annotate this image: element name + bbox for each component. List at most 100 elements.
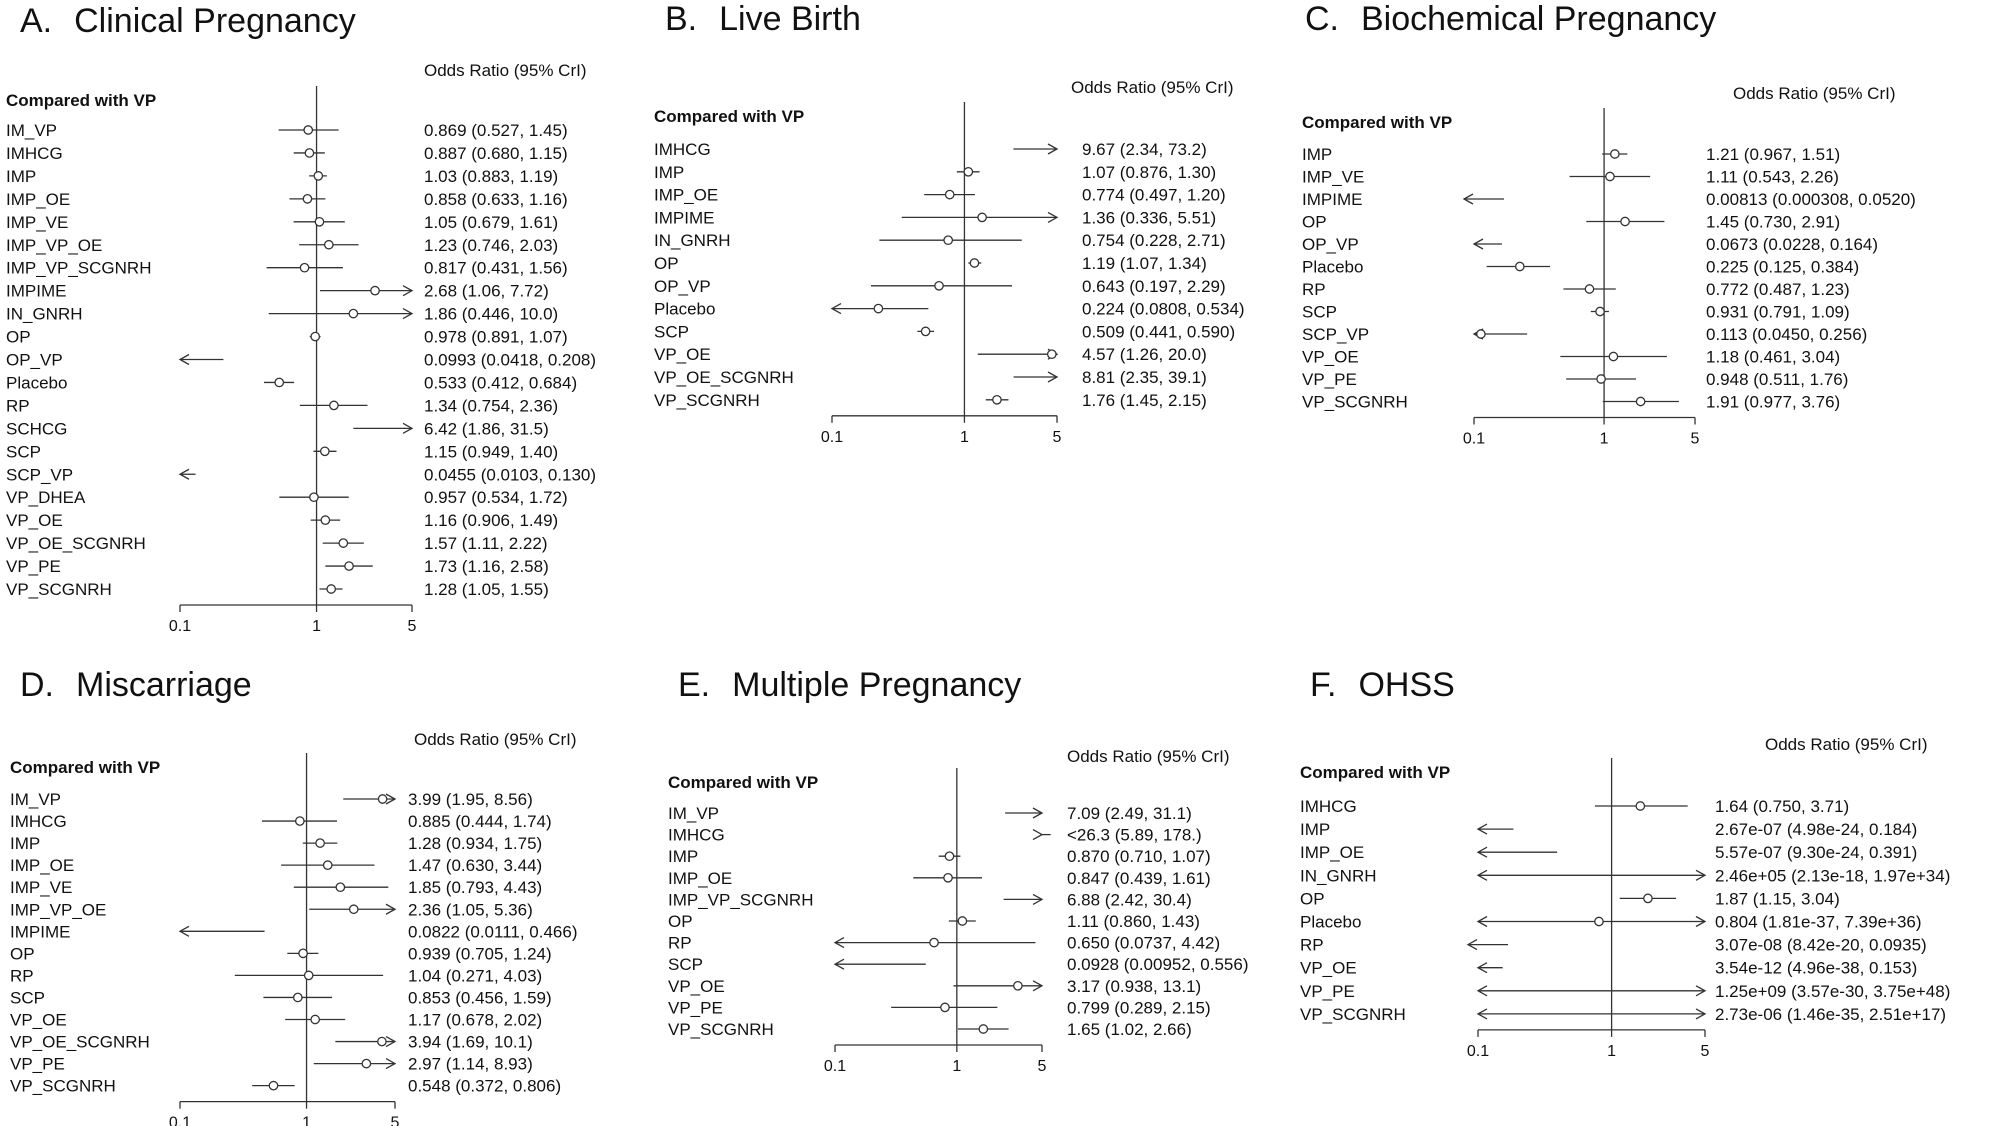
row-label: OP [6,328,31,347]
point-estimate [292,992,303,1003]
point-estimate [294,816,305,826]
reference-header: Compared with VP [1300,763,1450,782]
ci-arrow-right [385,1035,397,1048]
point-estimate [1595,306,1605,317]
row-label: VP_SCGNRH [6,580,112,599]
panel-title-text: Biochemical Pregnancy [1361,0,1717,38]
row-value: 1.36 (0.336, 5.51) [1082,208,1216,227]
row-label: IMP [668,847,698,866]
row-value: 1.91 (0.977, 3.76) [1706,393,1840,412]
row-value: 1.04 (0.271, 4.03) [408,966,542,985]
point-estimate [326,584,337,594]
ci-arrow-left [1476,869,1488,881]
x-tick-label: 5 [1691,431,1700,448]
ci-arrow-right [1032,980,1044,992]
row-label: Placebo [1302,258,1363,277]
reference-header: Compared with VP [668,773,818,792]
point-estimate [313,171,324,181]
row-value: 1.07 (0.876, 1.30) [1082,163,1216,182]
row-value: 0.847 (0.439, 1.61) [1067,869,1211,888]
ci-arrow-left [833,937,845,949]
reference-header: Compared with VP [6,91,156,110]
panel-title: F. OHSS [1310,666,1455,705]
forest-plot-d: Odds Ratio (95% CrI) Compared with VP 0.1 1… [10,730,578,1126]
row-label: VP_DHEA [6,488,86,507]
row-value: 0.0822 (0.0111, 0.466) [408,922,578,941]
row-value: 2.73e-06 (1.46e-35, 2.51e+17) [1715,1005,1946,1024]
point-estimate [969,258,980,268]
row-label: SCP_VP [6,465,73,484]
row-label: IMPIME [10,922,70,941]
row-label: VP_OE [10,1011,67,1030]
row-label: IMHCG [10,812,67,831]
x-tick-label: 5 [1038,1058,1047,1075]
row-value: 0.978 (0.891, 1.07) [424,328,568,347]
row-value: 1.16 (0.906, 1.49) [424,511,558,530]
row-value: 0.869 (0.527, 1.45) [424,121,568,140]
x-tick-label: 1 [302,1115,311,1126]
row-label: IMP_OE [1300,843,1364,862]
row-value: 9.67 (2.34, 73.2) [1082,140,1207,159]
point-estimate [1514,261,1525,272]
point-estimate [977,212,987,223]
point-estimate [377,1036,387,1047]
panel-title: E. Multiple Pregnancy [678,666,1021,705]
panel-title-text: Multiple Pregnancy [732,666,1022,704]
row-value: 1.25e+09 (3.57e-30, 3.75e+48) [1715,982,1950,1001]
odds-ratio-header: Odds Ratio (95% CrI) [414,730,577,749]
row-value: 2.68 (1.06, 7.72) [424,282,549,301]
row-label: IMP [1300,820,1330,839]
ci-arrow-right [385,793,397,805]
point-estimate [335,882,346,893]
row-value: 0.774 (0.497, 1.20) [1082,186,1226,205]
row-value: 1.11 (0.543, 2.26) [1706,168,1839,187]
ci-arrow-right [1695,915,1707,928]
row-value: 4.57 (1.26, 20.0) [1082,345,1207,364]
point-estimate [1608,351,1619,362]
point-estimate [344,561,354,571]
row-label: VP_OE [1302,348,1359,367]
row-value: 1.11 (0.860, 1.43) [1067,912,1200,931]
row-value: 6.42 (1.86, 31.5) [424,419,549,438]
ci-arrow-left [833,958,845,970]
point-estimate [1635,801,1646,811]
row-value: 1.47 (0.630, 3.44) [408,856,542,875]
row-value: 1.03 (0.883, 1.19) [424,167,558,186]
panel-title: B. Live Birth [665,0,861,39]
panel-letter: B. [665,0,698,38]
row-label: OP_VP [654,277,711,296]
row-label: IM_VP [6,121,57,140]
ci-arrow-right [1032,807,1044,819]
point-estimate [315,838,325,848]
point-estimate [310,1014,321,1025]
row-label: SCP [6,442,41,461]
point-estimate [1609,149,1620,159]
row-label: Placebo [6,373,67,392]
row-value: 0.772 (0.487, 1.23) [1706,280,1850,299]
row-label: VP_OE [1300,959,1357,978]
row-label: IMP_VP_OE [10,900,106,919]
point-estimate [944,851,955,862]
forest-plot-c: Odds Ratio (95% CrI)Compared with VP0.1 1… [1302,84,1916,448]
row-value: 2.97 (1.14, 8.93) [408,1055,533,1074]
row-label: OP_VP [6,351,63,370]
point-estimate [940,1002,950,1013]
ci-arrow-right [385,903,397,915]
row-value: 3.54e-12 (4.96e-38, 0.153) [1715,959,1917,978]
row-value: 1.45 (0.730, 2.91) [1706,213,1840,232]
row-label: IMP [10,834,40,853]
ci-arrow-right [1047,211,1059,223]
point-estimate [1584,284,1595,294]
row-value: 1.19 (1.07, 1.34) [1082,254,1207,273]
row-label: IMP_VE [10,878,72,897]
row-value: 0.858 (0.633, 1.16) [424,190,568,209]
row-value: 0.224 (0.0808, 0.534) [1082,300,1245,319]
row-label: VP_SCGNRH [654,391,760,410]
row-value: 0.00813 (0.000308, 0.0520) [1706,190,1916,209]
ci-arrow-right [1032,893,1044,905]
row-label: IMP_OE [668,869,732,888]
row-label: IMP_VP_OE [6,236,102,255]
ci-arrow-left [1476,985,1488,997]
row-value: <26.3 (5.89, 178.) [1067,826,1202,845]
